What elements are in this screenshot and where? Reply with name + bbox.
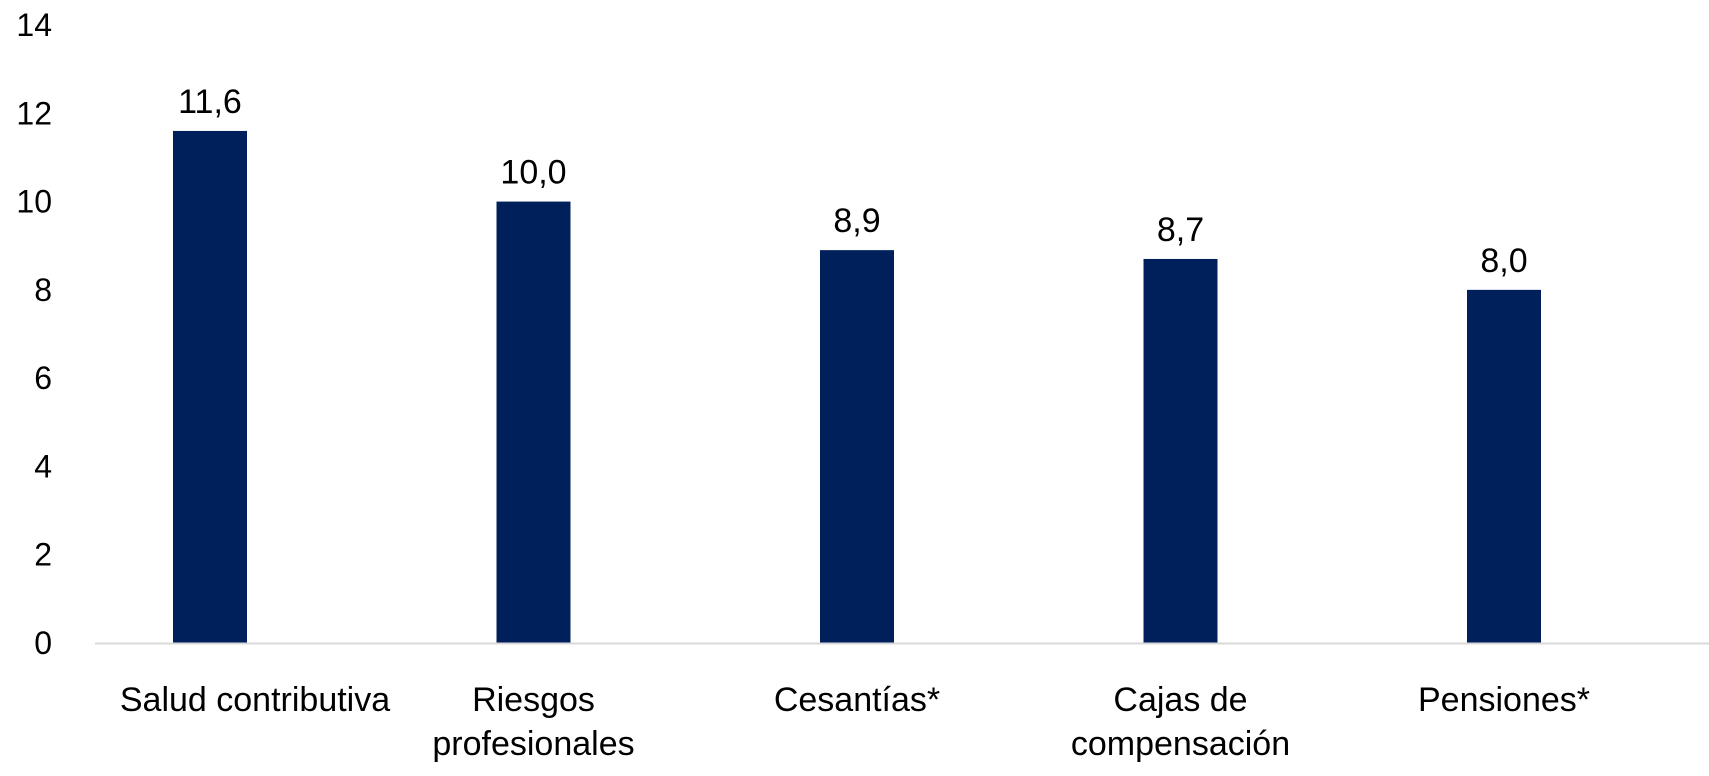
bar bbox=[820, 250, 894, 643]
data-label: 10,0 bbox=[500, 154, 566, 192]
category-label: Riesgos profesionales bbox=[432, 681, 634, 763]
y-axis-ticks: 0 2 4 6 8 10 12 14 bbox=[16, 7, 52, 661]
y-tick-label: 12 bbox=[16, 95, 52, 131]
category-label: Cajas de compensación bbox=[1071, 681, 1290, 763]
category-labels: Salud contributiva Riesgos profesionales Ce… bbox=[120, 681, 1590, 763]
data-label: 8,0 bbox=[1480, 242, 1527, 280]
data-label: 8,7 bbox=[1157, 211, 1204, 249]
category-label: Salud contributiva bbox=[120, 681, 390, 719]
y-tick-label: 6 bbox=[34, 360, 52, 396]
y-tick-label: 0 bbox=[34, 625, 52, 661]
y-tick-label: 14 bbox=[16, 7, 52, 43]
data-labels: 11,6 10,0 8,9 8,7 8,0 bbox=[178, 83, 1527, 280]
bar bbox=[1143, 258, 1218, 643]
category-label: Pensiones* bbox=[1418, 681, 1590, 719]
data-label: 11,6 bbox=[178, 83, 242, 121]
y-tick-label: 2 bbox=[34, 537, 52, 573]
y-tick-label: 10 bbox=[16, 184, 52, 220]
y-tick-label: 8 bbox=[34, 272, 52, 308]
bar bbox=[1467, 289, 1541, 643]
bar bbox=[173, 130, 247, 643]
bar bbox=[496, 201, 571, 644]
data-label: 8,9 bbox=[833, 202, 880, 240]
y-tick-label: 4 bbox=[34, 448, 52, 484]
category-label: Cesantías* bbox=[774, 681, 940, 719]
bars bbox=[173, 130, 1541, 644]
